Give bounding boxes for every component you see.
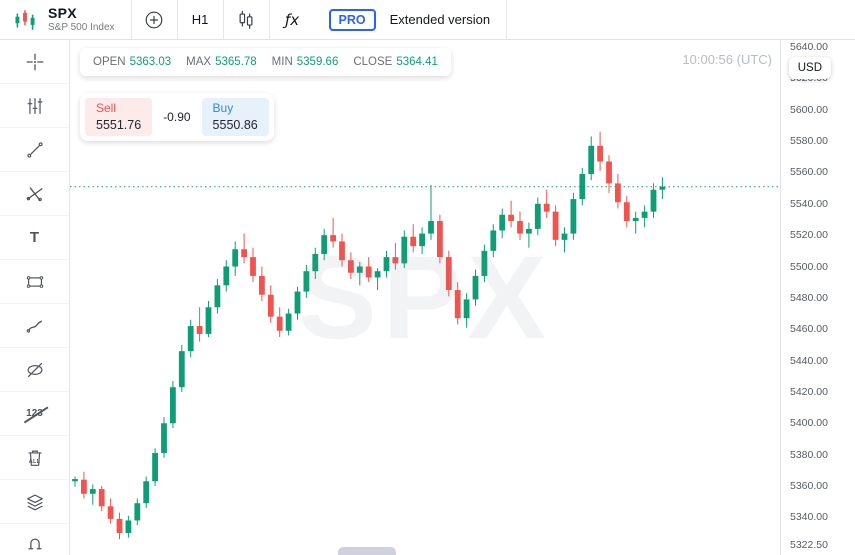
buy-price: 5550.86 [212,118,258,132]
hide-numbers-tool[interactable]: 123 [0,392,69,436]
ohlc-legend: OPEN 5363.03 MAX 5365.78 MIN 5359.66 CLOSE 5… [80,48,451,76]
hide-drawings-tool[interactable] [0,348,69,392]
timeframe-button[interactable]: H1 [178,0,223,39]
top-toolbar: SPX S&P 500 Index H1 ƒx PRO Extended ver… [0,0,855,40]
drawing-toolbar: T 123 [0,40,70,555]
toolbar-separator [176,0,178,40]
ohlc-open: OPEN 5363.03 [93,56,172,68]
price-tick: 5520.00 [790,229,828,242]
layers-tool[interactable] [0,480,69,524]
brush-icon [26,320,42,333]
price-tick: 5540.00 [790,197,828,210]
chart-area: SPX OPEN 5363.03 MAX 5365.78 MIN 5359.66 CL… [70,40,780,555]
trash-all-icon: ALL [24,447,46,469]
shapes-tool[interactable] [0,260,69,304]
currency-badge[interactable]: USD [788,57,831,79]
price-tick: 5560.00 [790,166,828,179]
price-tick: 5640.00 [790,41,828,54]
remove-all-tool[interactable]: ALL [0,436,69,480]
trend-line-icon [26,141,43,158]
layers-icon [26,494,43,510]
bars-tool[interactable] [0,84,69,128]
price-axis[interactable]: 5640.005620.005600.005580.005560.005540.… [780,40,855,555]
crosshair-tool[interactable] [0,40,69,84]
extended-version-label: Extended version [389,12,491,27]
pro-badge[interactable]: PRO [328,8,376,31]
candles-icon [239,10,253,29]
rectangle-icon [26,275,43,288]
symbol-name: SPX [48,5,77,21]
price-tick: 5360.00 [790,479,828,492]
ohlc-min: MIN 5359.66 [271,56,339,68]
bars-icon [27,97,42,114]
price-tick: 5460.00 [790,323,828,336]
ohlc-max: MAX 5365.78 [186,56,257,68]
hide-drawings-icon [27,362,42,377]
toolbar-separator [268,0,270,40]
sell-button[interactable]: Sell 5551.76 [85,98,153,136]
toolbar-separator [506,0,508,40]
text-tool[interactable]: T [0,216,69,260]
ohlc-close: CLOSE 5364.41 [353,56,438,68]
h-scrollbar-thumb[interactable] [338,547,396,555]
price-tick: 5580.00 [790,135,828,148]
indicators-button[interactable]: ƒx [270,0,315,39]
toolbar-separator [222,0,224,40]
crosshair-icon [26,53,43,70]
sell-label: Sell [96,101,117,115]
magnet-icon [27,537,42,549]
candlestick-chart[interactable] [70,40,780,555]
price-tick: 5400.00 [790,417,828,430]
brush-tool[interactable] [0,304,69,348]
price-tick: 5440.00 [790,354,828,367]
magnet-tool[interactable] [0,524,69,555]
trend-line-tool[interactable] [0,128,69,172]
symbol-description: S&P 500 Index [48,22,115,33]
buy-button[interactable]: Buy 5550.86 [201,98,269,136]
clock: 10:00:56 (UTC) [682,52,772,67]
app-logo-icon[interactable] [12,7,38,33]
chart-type-button[interactable] [224,0,269,39]
symbol-info[interactable]: SPX S&P 500 Index [48,5,115,34]
cross-lines-tool[interactable] [0,172,69,216]
buy-label: Buy [212,101,234,115]
sell-price: 5551.76 [96,118,142,132]
text-tool-icon: T [29,229,40,246]
plus-circle-icon [145,11,163,28]
price-tick: 5600.00 [790,103,828,116]
spread-value: -0.90 [163,110,191,124]
add-symbol-button[interactable] [132,0,177,39]
cross-lines-icon [26,186,43,201]
trade-widget: Sell 5551.76 -0.90 Buy 5550.86 [80,93,274,141]
price-tick: 5340.00 [790,511,828,524]
hide-numbers-icon: 123 [24,406,49,424]
price-tick: 5420.00 [790,385,828,398]
fx-icon: ƒx [284,10,300,29]
price-tick: 5380.00 [790,448,828,461]
price-tick: 5322.50 [790,538,828,551]
price-tick: 5480.00 [790,291,828,304]
toolbar-separator [130,0,132,40]
price-tick: 5500.00 [790,260,828,273]
